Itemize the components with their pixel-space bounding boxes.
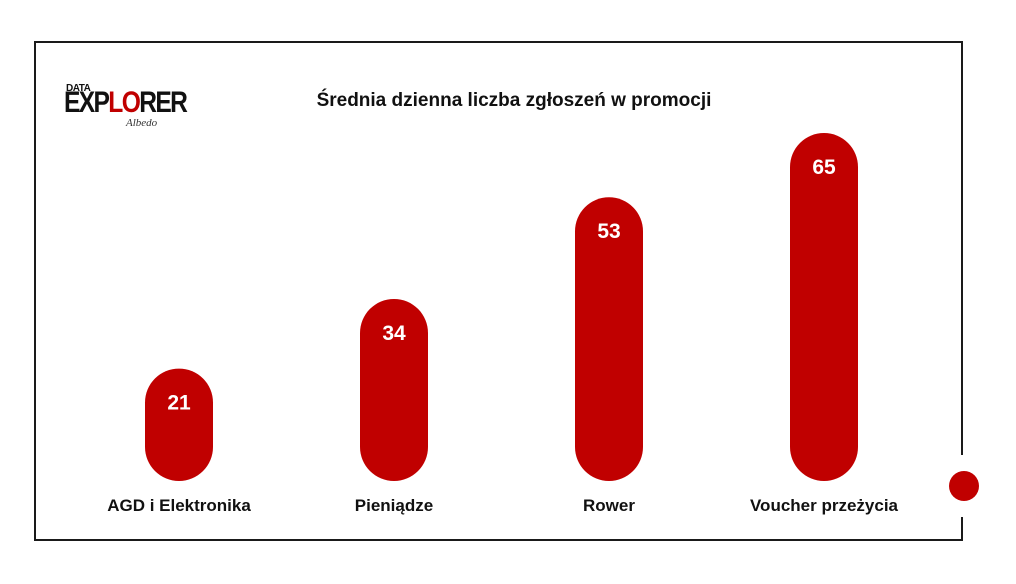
bar-1 xyxy=(360,298,428,481)
category-label-3: Voucher przeżycia xyxy=(750,496,899,515)
data-label-2: 53 xyxy=(597,220,620,243)
chart-title: Średnia dzienna liczba zgłoszeń w promoc… xyxy=(316,90,712,111)
category-label-1: Pieniądze xyxy=(355,496,433,515)
bar-3 xyxy=(790,133,858,481)
bar-0 xyxy=(145,368,213,481)
data-label-0: 21 xyxy=(167,392,191,415)
logo-main-text: EXPLORER xyxy=(64,86,188,119)
data-explorer-logo: DATA EXPLORER Albedo xyxy=(64,70,188,130)
data-label-3: 65 xyxy=(812,156,836,179)
corner-dot-decoration xyxy=(949,471,979,501)
logo-subtext: Albedo xyxy=(126,117,158,129)
category-label-2: Rower xyxy=(583,496,635,515)
data-label-1: 34 xyxy=(382,322,406,345)
category-label-0: AGD i Elektronika xyxy=(107,496,251,515)
bar-2 xyxy=(575,197,643,481)
chart-frame xyxy=(34,41,963,541)
logo-small-text: DATA xyxy=(66,83,91,94)
